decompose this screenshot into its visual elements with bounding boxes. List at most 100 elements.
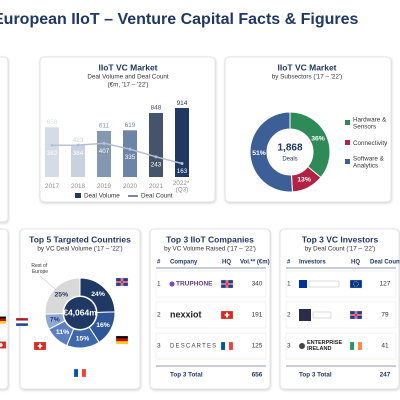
column-header: Investors	[299, 260, 326, 266]
legend-label: Software & Analytics	[353, 155, 386, 169]
logo-mark	[299, 309, 311, 321]
flag-part	[116, 338, 128, 342]
line-value-label: 335	[125, 154, 136, 161]
legend-swatch	[345, 140, 350, 145]
total-label: Top 3 Total	[299, 372, 332, 379]
donut-slice	[44, 277, 81, 315]
center-label: Deals	[282, 157, 297, 163]
slice-name: Rest of Europe	[31, 263, 48, 275]
flag	[73, 368, 87, 378]
slice-label: 15%	[76, 336, 90, 343]
flag-part	[354, 342, 358, 350]
column-header: #	[287, 260, 291, 266]
panel-title: IIoT VC Market	[277, 62, 336, 72]
flag-border	[73, 368, 87, 378]
bar	[175, 108, 189, 177]
flag-part	[221, 342, 225, 350]
total-value: 247	[380, 372, 391, 379]
flag-part	[82, 369, 86, 377]
flag	[349, 279, 363, 289]
panel-subtitle: by Subsectors ('17 – '22')	[272, 74, 342, 81]
row-value: 127	[380, 281, 391, 288]
flag	[15, 317, 29, 327]
column-header: Company	[170, 260, 198, 266]
flag-border	[115, 277, 129, 287]
legend-label: Deal Count	[141, 193, 173, 200]
flag-part	[225, 342, 229, 350]
flag-part	[229, 342, 233, 350]
panel	[0, 228, 9, 390]
flag-part	[78, 369, 82, 377]
leader-line	[39, 275, 57, 291]
company-name: TRUPHONE	[176, 281, 213, 288]
legend-label: Deal Volume	[84, 193, 120, 200]
bar	[71, 145, 85, 177]
flag	[0, 341, 7, 349]
flag-part	[0, 316, 6, 319]
slice-label: 11%	[56, 329, 69, 336]
flag	[220, 310, 234, 320]
row-rank: 1	[287, 281, 291, 288]
flag-part	[74, 369, 78, 377]
row-rank: 2	[287, 312, 291, 319]
panel-subtitle: by VC Volume Raised ('17 – '22')	[164, 246, 256, 253]
flag	[0, 316, 7, 324]
panel-title: Top 5 Targeted Countries	[29, 234, 131, 244]
panel-units: (€m, '17 – '22')	[107, 82, 148, 89]
panel	[0, 56, 9, 223]
slice-label: 13%	[297, 176, 311, 183]
line-point	[50, 143, 54, 147]
row-rank: 2	[157, 312, 161, 319]
flag-border	[220, 310, 234, 320]
column-header: HQ	[351, 260, 360, 266]
bar-value-label: 611	[99, 123, 110, 130]
panel-subtitle: by VC Deal Volume ('17 – '22')	[37, 246, 122, 253]
slice-label: 7%	[50, 316, 60, 323]
line-value-label: 407	[99, 148, 110, 155]
slice-label: 25%	[55, 292, 69, 299]
logo-mark	[299, 343, 305, 349]
row-rank: 1	[157, 281, 161, 288]
line-point	[154, 155, 158, 159]
flag-part	[0, 344, 3, 346]
line-value-label: 163	[177, 168, 188, 175]
slice-label: 51%	[252, 150, 266, 157]
panel-title: IIoT VC Market	[98, 62, 157, 72]
logo-mark	[308, 280, 340, 288]
flag	[115, 277, 129, 287]
x-tick-label: 2022* (Q3)	[173, 179, 191, 193]
x-tick-label: 2019	[97, 183, 112, 190]
slice-label: 16%	[96, 322, 110, 329]
x-tick-label: 2020	[123, 183, 138, 190]
bar	[123, 130, 137, 177]
line-value-label: 243	[151, 162, 162, 169]
company-name: DESCARTES	[170, 344, 217, 350]
slice-label: 24%	[91, 291, 105, 298]
flag-part	[16, 320, 28, 324]
row-rank: 3	[157, 343, 161, 350]
flag	[33, 341, 47, 351]
flag-part	[121, 278, 123, 286]
bar-value-label: 848	[151, 105, 162, 112]
company-name: nexxiot	[170, 309, 202, 319]
flag-part	[0, 321, 6, 324]
flag-border	[349, 341, 363, 351]
flag-border	[220, 341, 234, 351]
logo-mark	[169, 281, 175, 287]
bar-value-label: 619	[125, 122, 136, 129]
flag-part	[16, 318, 28, 321]
donut-slice	[249, 111, 294, 193]
line-value-label: 384	[73, 150, 84, 157]
legend-swatch	[75, 193, 81, 198]
flag-border	[33, 341, 47, 351]
flag-part	[37, 345, 43, 347]
bar-value-label: 423	[73, 137, 84, 144]
flag-part	[16, 323, 28, 326]
flag-border	[0, 316, 7, 324]
flag	[349, 310, 363, 320]
column-header: Vol.** (€m)	[240, 260, 270, 266]
column-header: #	[157, 260, 161, 266]
logo-mark	[299, 280, 307, 288]
slice-label: 36%	[311, 136, 325, 143]
